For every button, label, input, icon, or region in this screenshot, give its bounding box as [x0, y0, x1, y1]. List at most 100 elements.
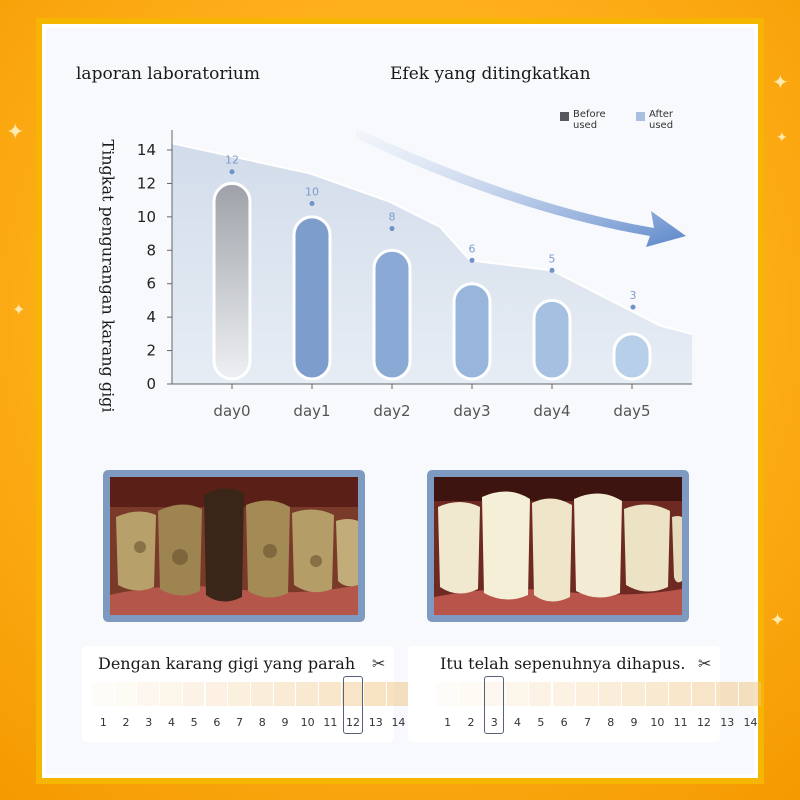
scale-after-title: Itu telah sepenuhnya dihapus. — [440, 654, 686, 673]
legend-label: After — [649, 109, 674, 120]
shade-strip — [436, 682, 762, 706]
shade-cell — [669, 682, 692, 706]
shade-cell — [575, 682, 599, 706]
sparkle-icon: ✦ — [772, 70, 789, 94]
data-point — [469, 257, 475, 263]
data-point — [549, 267, 555, 273]
legend-swatch — [636, 112, 645, 121]
shade-cell — [205, 682, 228, 706]
shade-cell — [137, 682, 160, 706]
sparkle-icon: ✦ — [6, 120, 25, 145]
shade-cell — [250, 682, 273, 706]
selected-shade-marker — [343, 676, 364, 734]
bar-day3 — [452, 282, 492, 381]
shade-number: 9 — [630, 716, 638, 729]
data-point — [229, 169, 235, 175]
shade-number: 7 — [236, 716, 244, 729]
shade-cell — [599, 682, 622, 706]
bar-day5 — [612, 332, 652, 381]
data-label: 3 — [630, 289, 637, 302]
shade-cell — [160, 682, 182, 706]
sparkle-icon: ✦ — [776, 130, 788, 146]
shade-number: 1 — [99, 716, 107, 729]
trend-arrow — [356, 128, 686, 247]
shade-cell — [273, 682, 296, 706]
shade-cell — [228, 682, 250, 706]
legend-label: used — [649, 120, 673, 131]
data-label: 8 — [389, 211, 396, 224]
shade-number: 5 — [190, 716, 198, 729]
legend-label: used — [573, 120, 597, 131]
y-tick-label: 10 — [137, 208, 156, 226]
x-tick-label: day4 — [533, 402, 570, 420]
bar-day0 — [212, 181, 252, 381]
y-tick-label: 12 — [137, 174, 156, 192]
shade-number: 12 — [346, 716, 361, 729]
x-tick-label: day0 — [213, 402, 250, 420]
before-teeth-photo — [103, 470, 365, 622]
shade-cell — [319, 682, 341, 706]
y-tick-label: 0 — [146, 375, 156, 393]
shade-number: 3 — [490, 716, 498, 729]
shade-number: 5 — [537, 716, 545, 729]
x-tick-label: day1 — [293, 402, 330, 420]
shade-cell — [552, 682, 575, 706]
shade-cell — [738, 682, 762, 706]
shade-cell — [715, 682, 738, 706]
shade-number: 10 — [650, 716, 665, 729]
sparkle-icon: ✦ — [12, 300, 26, 319]
shade-cell — [182, 682, 205, 706]
shade-number: 8 — [258, 716, 266, 729]
after-teeth-photo — [427, 470, 689, 622]
x-tick-label: day2 — [373, 402, 410, 420]
shade-cell — [341, 682, 364, 706]
shade-cell — [692, 682, 715, 706]
x-tick-label: day3 — [453, 402, 490, 420]
shade-cell — [436, 682, 459, 706]
data-point — [309, 200, 315, 206]
y-tick-label: 2 — [146, 342, 156, 360]
legend-label: Before — [573, 109, 606, 120]
shade-number: 9 — [281, 716, 289, 729]
y-tick-label: 14 — [137, 141, 156, 159]
shade-number: 6 — [560, 716, 568, 729]
shade-cell — [296, 682, 318, 706]
shade-number: 2 — [467, 716, 475, 729]
shade-cell — [622, 682, 645, 706]
shade-cell — [114, 682, 137, 706]
report-heading: laporan laboratorium — [76, 64, 260, 84]
shade-number: 11 — [323, 716, 338, 729]
scale-before-title: Dengan karang gigi yang parah — [98, 654, 356, 673]
data-label: 12 — [225, 154, 239, 167]
shade-cell — [459, 682, 482, 706]
scissors-icon: ✂ — [372, 654, 386, 673]
shade-number: 14 — [391, 716, 406, 729]
shade-cell — [92, 682, 114, 706]
x-tick-label: day5 — [613, 402, 650, 420]
shade-cell — [364, 682, 387, 706]
scissors-icon: ✂ — [698, 654, 712, 673]
selected-shade-marker — [484, 676, 505, 734]
data-label: 10 — [305, 185, 319, 198]
legend-swatch — [560, 112, 569, 121]
trend-line — [171, 142, 693, 335]
shade-number: 2 — [122, 716, 130, 729]
shade-number: 13 — [720, 716, 735, 729]
shade-number: 6 — [213, 716, 221, 729]
bar-day2 — [372, 248, 412, 381]
shade-cell — [505, 682, 529, 706]
shade-cell — [645, 682, 668, 706]
data-point — [389, 226, 395, 232]
shade-cell — [387, 682, 409, 706]
shade-cell — [529, 682, 552, 706]
shade-number: 4 — [514, 716, 522, 729]
shade-number: 10 — [300, 716, 315, 729]
shade-number: 3 — [145, 716, 153, 729]
bar-day1 — [292, 215, 332, 381]
shade-strip — [92, 682, 410, 706]
tartar-reduction-chart: 0 2 4 6 8 10 12 14 day0 day1 day2 day3 day4 day5 12 10… — [137, 109, 693, 420]
effect-heading: Efek yang ditingkatkan — [390, 64, 591, 84]
shade-cell — [482, 682, 505, 706]
